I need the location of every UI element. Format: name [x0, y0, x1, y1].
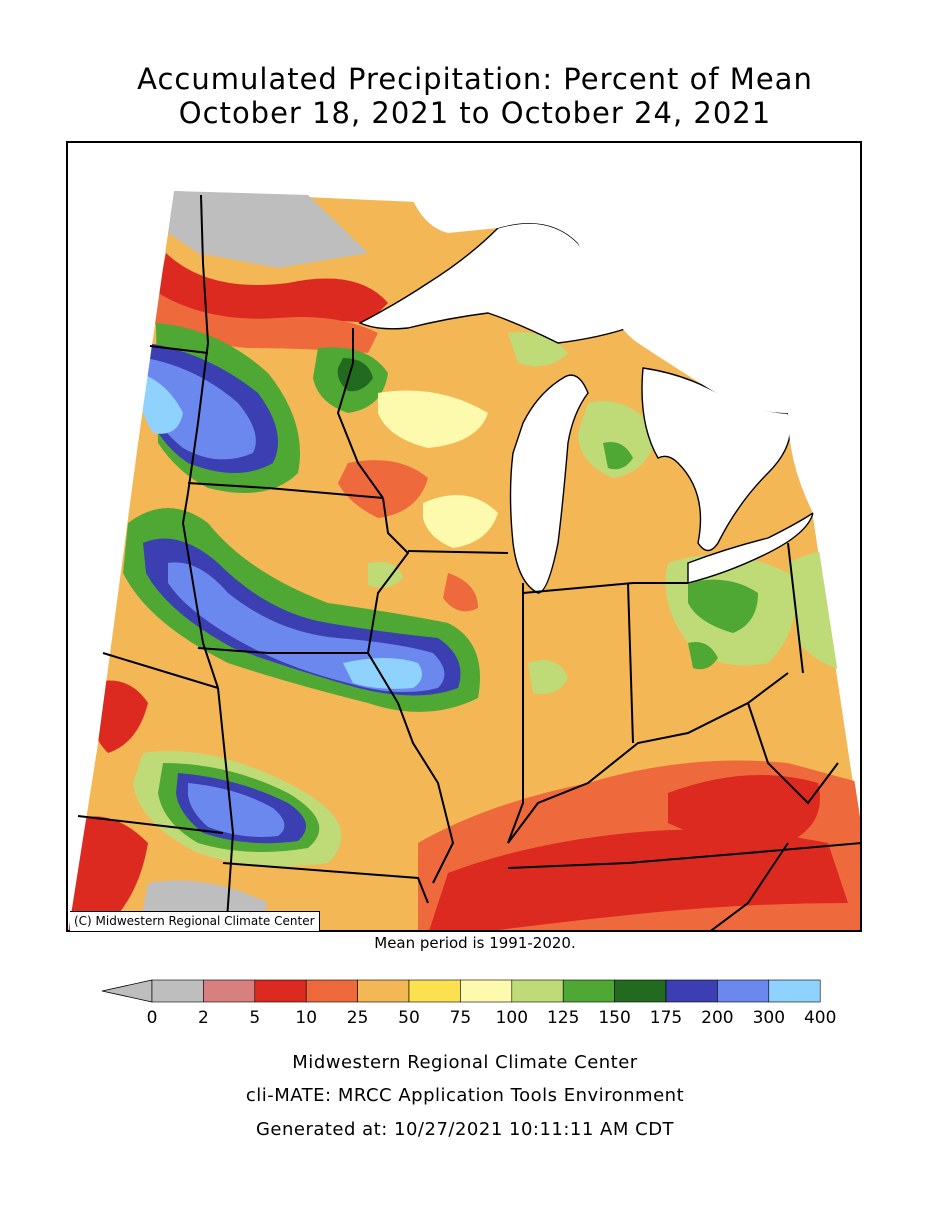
- border-mo-ar: [222, 862, 429, 904]
- legend-label-5: 5: [249, 1008, 260, 1028]
- legend-swatch-175: [665, 979, 718, 1003]
- legend-label-10: 10: [295, 1008, 317, 1028]
- legend-label-150: 150: [598, 1008, 630, 1028]
- border-ia-mo: [197, 647, 368, 654]
- lake-michigan: [509, 374, 589, 594]
- legend-label-50: 50: [398, 1008, 420, 1028]
- legend-swatch-2: [203, 979, 256, 1003]
- border-mn-ia: [187, 482, 384, 499]
- border-mississippi: [366, 497, 455, 884]
- great-lakes: [358, 222, 815, 594]
- map-title: Accumulated Precipitation: Percent of Me…: [137, 62, 813, 96]
- border-wv: [747, 702, 839, 805]
- mean-period-note: Mean period is 1991-2020.: [374, 934, 576, 952]
- color-legend: 0 2 5 10 25 50 75 100 125 150 175 200 300 400: [101, 979, 836, 1028]
- legend-label-25: 25: [347, 1008, 369, 1028]
- top-white: [68, 143, 860, 191]
- footer-tool: cli-MATE: MRCC Application Tools Environ…: [245, 1085, 685, 1106]
- legend-label-125: 125: [547, 1008, 579, 1028]
- border-mi-in-oh: [522, 582, 688, 594]
- border-il-in: [507, 583, 524, 844]
- border-wi-il: [407, 550, 509, 554]
- border-va: [710, 842, 789, 930]
- legend-swatch-75: [460, 979, 513, 1003]
- copyright-label: (C) Midwestern Regional Climate Center: [70, 911, 320, 931]
- border-oh-pa: [787, 542, 804, 674]
- border-mn-wi: [336, 328, 384, 499]
- legend-swatch-125: [562, 979, 615, 1003]
- border-in-oh: [627, 582, 634, 744]
- legend-label-200: 200: [701, 1008, 733, 1028]
- border-sd-mn-ia: [182, 522, 219, 689]
- border-mn-nd: [182, 194, 210, 524]
- legend-swatch-0: [151, 979, 204, 1003]
- border-ne-ks: [102, 652, 219, 689]
- legend-swatch-5: [254, 979, 307, 1003]
- map-canvas: [68, 143, 860, 930]
- legend-swatch-300: [768, 979, 821, 1003]
- legend-swatch-10: [305, 979, 358, 1003]
- precipitation-map: [66, 141, 862, 932]
- legend-label-0: 0: [147, 1008, 158, 1028]
- legend-label-400: 400: [804, 1008, 836, 1028]
- legend-swatch-200: [717, 979, 770, 1003]
- legend-swatch-25: [357, 979, 410, 1003]
- legend-arrow-0: [101, 979, 153, 1003]
- legend-label-75: 75: [450, 1008, 472, 1028]
- legend-swatch-100: [511, 979, 564, 1003]
- legend-swatch-150: [614, 979, 667, 1003]
- border-nd-sd: [149, 345, 209, 354]
- legend-swatch-50: [408, 979, 461, 1003]
- lake-erie: [687, 511, 815, 584]
- legend-label-175: 175: [650, 1008, 682, 1028]
- border-ks-ok: [77, 815, 224, 834]
- state-boundaries: [77, 194, 860, 930]
- legend-label-2: 2: [198, 1008, 209, 1028]
- border-ky-tn: [507, 842, 860, 869]
- legend-label-300: 300: [753, 1008, 785, 1028]
- footer-org: Midwestern Regional Climate Center: [292, 1052, 638, 1073]
- border-ne-mo-ks: [217, 687, 235, 930]
- left-white: [68, 191, 174, 930]
- footer-generated: Generated at: 10/27/2021 10:11:11 AM CDT: [255, 1119, 675, 1140]
- canada-region: [398, 143, 860, 523]
- map-date-range: October 18, 2021 to October 24, 2021: [178, 96, 772, 130]
- legend-label-100: 100: [496, 1008, 528, 1028]
